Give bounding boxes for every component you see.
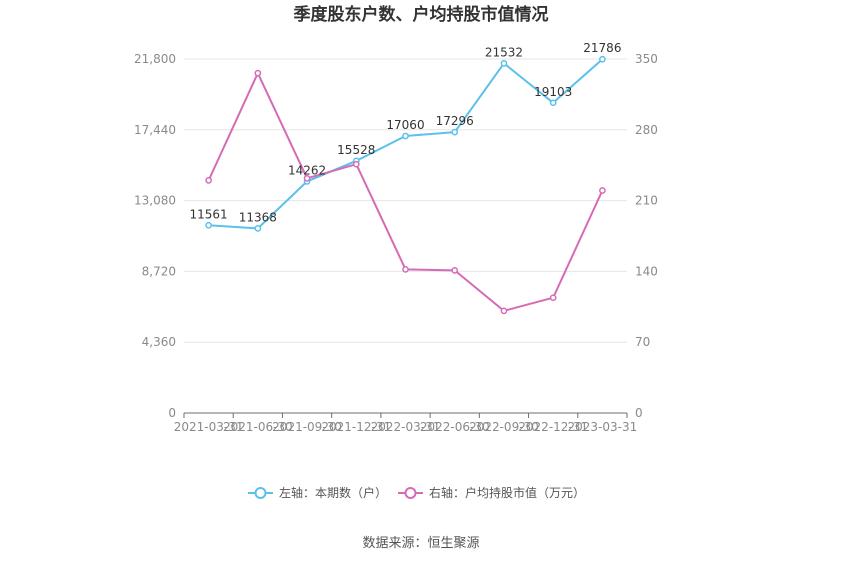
axes: 0 0 4,360 70 8,720 140 13,080 210 17,440 280 21,80…	[134, 52, 658, 434]
chart-title: 季度股东户数、户均持股市值情况	[294, 4, 549, 25]
data-point[interactable]	[599, 187, 606, 194]
data-label: 19103	[534, 85, 572, 99]
legend-item-2[interactable]: 右轴：户均持股市值（万元）	[398, 485, 585, 500]
data-point[interactable]	[500, 60, 508, 67]
data-label: 11368	[239, 210, 277, 224]
data-point[interactable]	[500, 307, 508, 315]
y-left-tick-label: 4,360	[142, 335, 176, 349]
legend-swatch-marker	[254, 487, 267, 499]
y-left-tick-label: 17,440	[134, 123, 176, 137]
data-point[interactable]	[352, 160, 360, 168]
x-tick-label: 2021-03-31	[174, 420, 244, 434]
legend-label: 右轴：户均持股市值（万元）	[429, 485, 585, 500]
x-tick-label: 2022-09-30	[469, 420, 539, 434]
x-tick-label: 2022-03-31	[371, 420, 441, 434]
data-label: 17060	[386, 118, 424, 132]
legend-label: 左轴：本期数（户）	[279, 485, 387, 500]
x-tick-label: 2022-06-30	[420, 420, 490, 434]
y-left-tick-label: 21,800	[134, 52, 176, 66]
x-tick-label: 2021-09-30	[272, 420, 342, 434]
y-left-tick-label: 13,080	[134, 194, 176, 208]
data-label: 15528	[337, 143, 375, 157]
data-point[interactable]	[549, 99, 557, 107]
legend-item-1[interactable]: 左轴：本期数（户）	[248, 485, 387, 500]
x-tick-label: 2021-06-30	[223, 420, 293, 434]
legend[interactable]: 左轴：本期数（户） 右轴：户均持股市值（万元）	[248, 485, 585, 500]
y-right-tick-label: 70	[635, 335, 650, 349]
data-point[interactable]	[451, 267, 459, 274]
gridlines	[184, 58, 627, 343]
data-point[interactable]	[205, 177, 212, 184]
data-labels: 11561 11368 14262 15528 17060 17296 21532 19103…	[190, 41, 622, 224]
y-right-tick-label: 280	[635, 123, 658, 137]
data-point[interactable]	[303, 174, 311, 182]
series-points	[205, 55, 606, 315]
data-point[interactable]	[254, 69, 262, 77]
y-right-tick-label: 210	[635, 194, 658, 208]
data-point[interactable]	[402, 132, 409, 140]
source-note: 数据来源：恒生聚源	[362, 536, 479, 551]
y-left-tick-label: 0	[168, 406, 176, 420]
data-label: 14262	[288, 163, 326, 177]
y-right-tick-label: 140	[635, 264, 658, 278]
data-label: 21786	[583, 41, 621, 55]
x-tick-label: 2021-12-31	[321, 420, 391, 434]
data-label: 21532	[485, 45, 523, 59]
data-point[interactable]	[549, 294, 557, 302]
data-point[interactable]	[599, 55, 606, 63]
x-tick-label: 2022-12-31	[518, 420, 588, 434]
y-left-tick-label: 8,720	[142, 264, 176, 278]
y-right-tick-label: 0	[635, 406, 643, 420]
y-right-tick-label: 350	[635, 52, 658, 66]
x-tick-label: 2023-03-31	[568, 420, 638, 434]
data-label: 11561	[190, 207, 228, 221]
data-point[interactable]	[254, 225, 262, 232]
data-point[interactable]	[205, 221, 212, 229]
data-point[interactable]	[402, 266, 409, 273]
series-line-2	[207, 72, 604, 312]
legend-swatch-marker	[404, 487, 417, 499]
data-label: 17296	[436, 114, 474, 128]
data-point[interactable]	[451, 128, 459, 136]
